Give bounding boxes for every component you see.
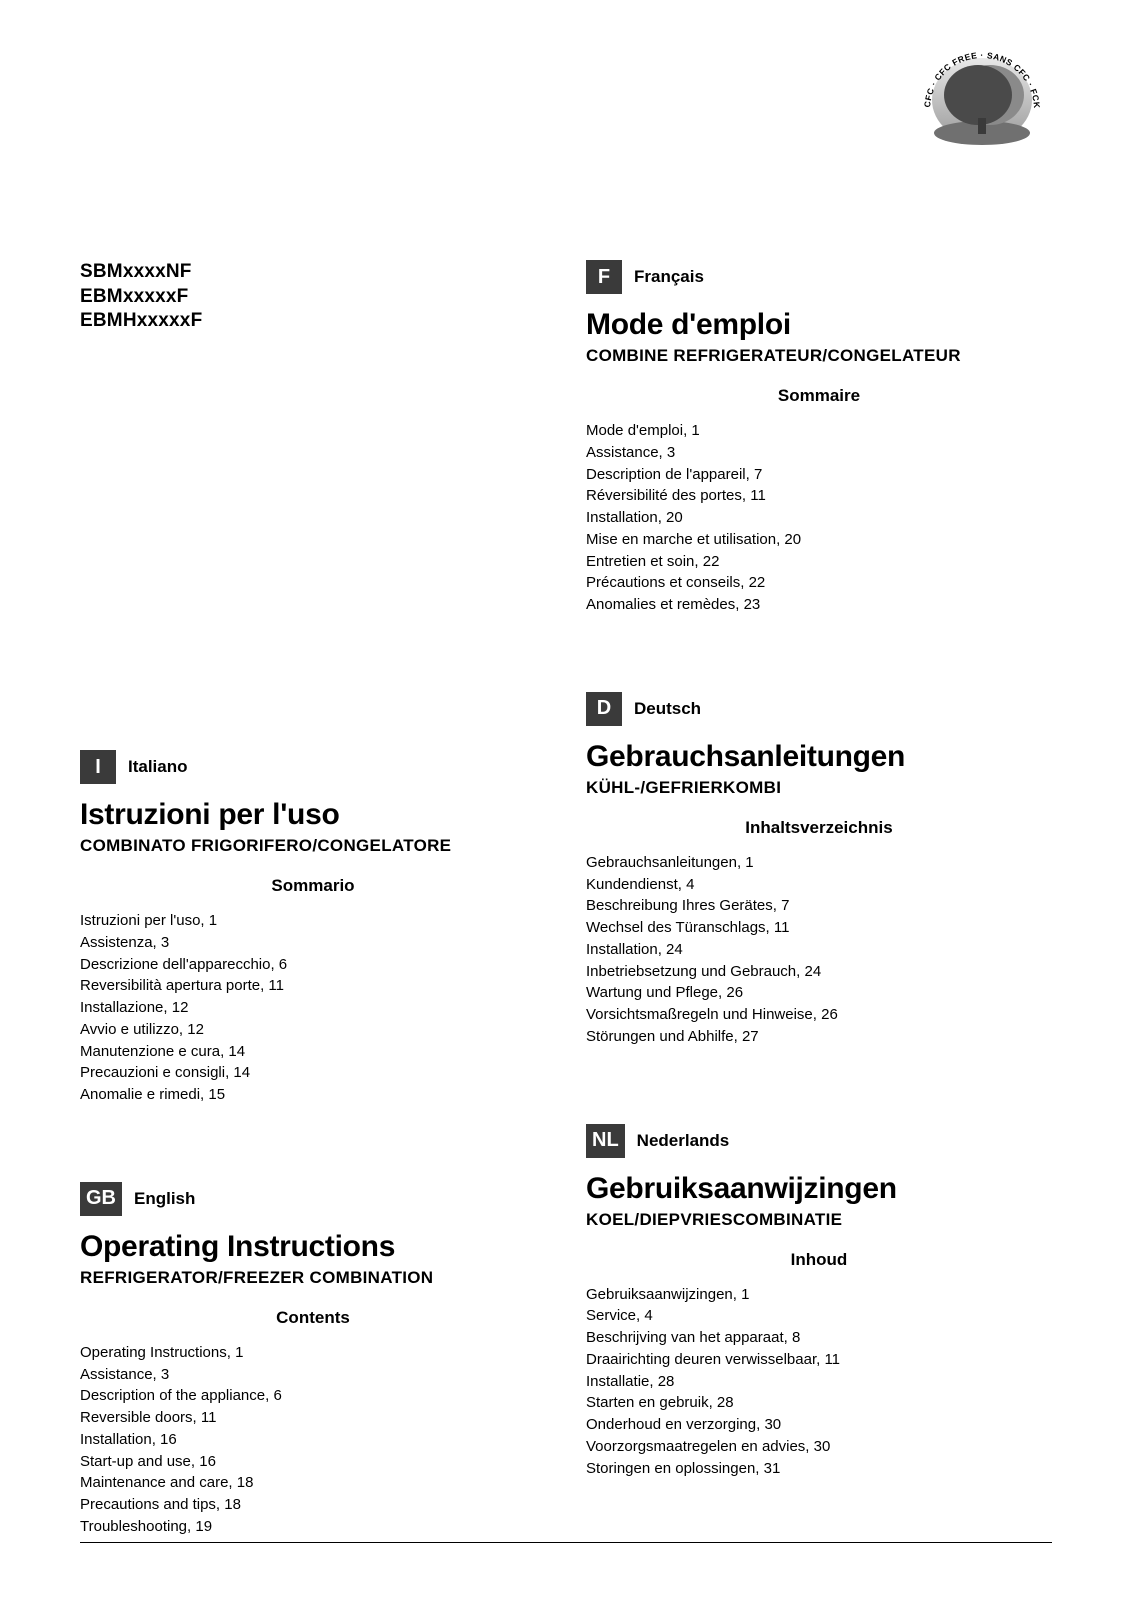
section-subtitle-de: KÜHL-/GEFRIERKOMBI <box>586 778 1052 798</box>
toc-item: Installation, 24 <box>586 939 1052 961</box>
section-english: GB English Operating Instructions REFRIG… <box>80 1182 546 1538</box>
toc-item: Precautions and tips, 18 <box>80 1494 546 1516</box>
toc-item: Anomalie e rimedi, 15 <box>80 1084 546 1106</box>
manual-cover-page: SENZA CFC · CFC FREE · SANS CFC · FCKW F… <box>0 0 1132 1601</box>
toc-item: Precauzioni e consigli, 14 <box>80 1062 546 1084</box>
lang-badge-row-de: D Deutsch <box>586 692 1052 726</box>
section-french: F Français Mode d'emploi COMBINE REFRIGE… <box>586 260 1052 616</box>
toc-item: Installatie, 28 <box>586 1371 1052 1393</box>
lang-name-fr: Français <box>634 267 704 287</box>
section-title-fr: Mode d'emploi <box>586 308 1052 342</box>
toc-item: Gebrauchsanleitungen, 1 <box>586 852 1052 874</box>
toc-item: Entretien et soin, 22 <box>586 551 1052 573</box>
spacer <box>80 260 546 750</box>
toc-item: Wechsel des Türanschlags, 11 <box>586 917 1052 939</box>
toc-item: Assistance, 3 <box>586 442 1052 464</box>
toc-item: Vorsichtsmaßregeln und Hinweise, 26 <box>586 1004 1052 1026</box>
toc-list-de: Gebrauchsanleitungen, 1Kundendienst, 4Be… <box>586 852 1052 1048</box>
lang-name-gb: English <box>134 1189 195 1209</box>
lang-badge-row-nl: NL Nederlands <box>586 1124 1052 1158</box>
toc-list-fr: Mode d'emploi, 1Assistance, 3Description… <box>586 420 1052 616</box>
toc-item: Installation, 16 <box>80 1429 546 1451</box>
toc-item: Istruzioni per l'uso, 1 <box>80 910 546 932</box>
toc-item: Installation, 20 <box>586 507 1052 529</box>
section-dutch: NL Nederlands Gebruiksaanwijzingen KOEL/… <box>586 1124 1052 1480</box>
toc-list-nl: Gebruiksaanwijzingen, 1Service, 4Beschri… <box>586 1284 1052 1480</box>
lang-badge-row-fr: F Français <box>586 260 1052 294</box>
toc-heading-it: Sommario <box>80 876 546 896</box>
toc-item: Onderhoud en verzorging, 30 <box>586 1414 1052 1436</box>
toc-item: Maintenance and care, 18 <box>80 1472 546 1494</box>
section-title-it: Istruzioni per l'uso <box>80 798 546 832</box>
toc-item: Beschrijving van het apparaat, 8 <box>586 1327 1052 1349</box>
lang-badge-it: I <box>80 750 116 784</box>
right-column: F Français Mode d'emploi COMBINE REFRIGE… <box>586 260 1052 1578</box>
toc-item: Reversibilità apertura porte, 11 <box>80 975 546 997</box>
section-title-nl: Gebruiksaanwijzingen <box>586 1172 1052 1206</box>
lang-name-it: Italiano <box>128 757 188 777</box>
toc-heading-nl: Inhoud <box>586 1250 1052 1270</box>
toc-heading-de: Inhaltsverzeichnis <box>586 818 1052 838</box>
toc-list-gb: Operating Instructions, 1Assistance, 3De… <box>80 1342 546 1538</box>
section-subtitle-fr: COMBINE REFRIGERATEUR/CONGELATEUR <box>586 346 1052 366</box>
toc-list-it: Istruzioni per l'uso, 1Assistenza, 3Desc… <box>80 910 546 1106</box>
lang-name-nl: Nederlands <box>637 1131 730 1151</box>
toc-item: Service, 4 <box>586 1305 1052 1327</box>
toc-item: Störungen und Abhilfe, 27 <box>586 1026 1052 1048</box>
toc-item: Starten en gebruik, 28 <box>586 1392 1052 1414</box>
lang-badge-gb: GB <box>80 1182 122 1216</box>
toc-item: Installazione, 12 <box>80 997 546 1019</box>
toc-item: Storingen en oplossingen, 31 <box>586 1458 1052 1480</box>
toc-item: Start-up and use, 16 <box>80 1451 546 1473</box>
toc-item: Description of the appliance, 6 <box>80 1385 546 1407</box>
toc-item: Wartung und Pflege, 26 <box>586 982 1052 1004</box>
lang-badge-nl: NL <box>586 1124 625 1158</box>
toc-item: Voorzorgsmaatregelen en advies, 30 <box>586 1436 1052 1458</box>
toc-item: Descrizione dell'apparecchio, 6 <box>80 954 546 976</box>
bottom-rule <box>80 1542 1052 1543</box>
toc-item: Précautions et conseils, 22 <box>586 572 1052 594</box>
section-title-gb: Operating Instructions <box>80 1230 546 1264</box>
toc-item: Kundendienst, 4 <box>586 874 1052 896</box>
toc-item: Gebruiksaanwijzingen, 1 <box>586 1284 1052 1306</box>
toc-item: Beschreibung Ihres Gerätes, 7 <box>586 895 1052 917</box>
section-italian: I Italiano Istruzioni per l'uso COMBINAT… <box>80 750 546 1106</box>
toc-item: Mode d'emploi, 1 <box>586 420 1052 442</box>
toc-item: Reversible doors, 11 <box>80 1407 546 1429</box>
section-german: D Deutsch Gebrauchsanleitungen KÜHL-/GEF… <box>586 692 1052 1048</box>
toc-item: Draairichting deuren verwisselbaar, 11 <box>586 1349 1052 1371</box>
toc-item: Avvio e utilizzo, 12 <box>80 1019 546 1041</box>
toc-heading-gb: Contents <box>80 1308 546 1328</box>
lang-badge-de: D <box>586 692 622 726</box>
toc-item: Assistance, 3 <box>80 1364 546 1386</box>
toc-item: Mise en marche et utilisation, 20 <box>586 529 1052 551</box>
content-grid: I Italiano Istruzioni per l'uso COMBINAT… <box>80 260 1052 1578</box>
eco-badge: SENZA CFC · CFC FREE · SANS CFC · FCKW F… <box>912 40 1052 150</box>
toc-item: Description de l'appareil, 7 <box>586 464 1052 486</box>
section-subtitle-nl: KOEL/DIEPVRIESCOMBINATIE <box>586 1210 1052 1230</box>
toc-item: Assistenza, 3 <box>80 932 546 954</box>
lang-name-de: Deutsch <box>634 699 701 719</box>
toc-item: Inbetriebsetzung und Gebrauch, 24 <box>586 961 1052 983</box>
lang-badge-row-it: I Italiano <box>80 750 546 784</box>
toc-item: Troubleshooting, 19 <box>80 1516 546 1538</box>
toc-item: Anomalies et remèdes, 23 <box>586 594 1052 616</box>
lang-badge-fr: F <box>586 260 622 294</box>
lang-badge-row-gb: GB English <box>80 1182 546 1216</box>
toc-item: Manutenzione e cura, 14 <box>80 1041 546 1063</box>
section-subtitle-it: COMBINATO FRIGORIFERO/CONGELATORE <box>80 836 546 856</box>
toc-item: Operating Instructions, 1 <box>80 1342 546 1364</box>
section-title-de: Gebrauchsanleitungen <box>586 740 1052 774</box>
toc-heading-fr: Sommaire <box>586 386 1052 406</box>
section-subtitle-gb: REFRIGERATOR/FREEZER COMBINATION <box>80 1268 546 1288</box>
left-column: I Italiano Istruzioni per l'uso COMBINAT… <box>80 260 546 1578</box>
toc-item: Réversibilité des portes, 11 <box>586 485 1052 507</box>
